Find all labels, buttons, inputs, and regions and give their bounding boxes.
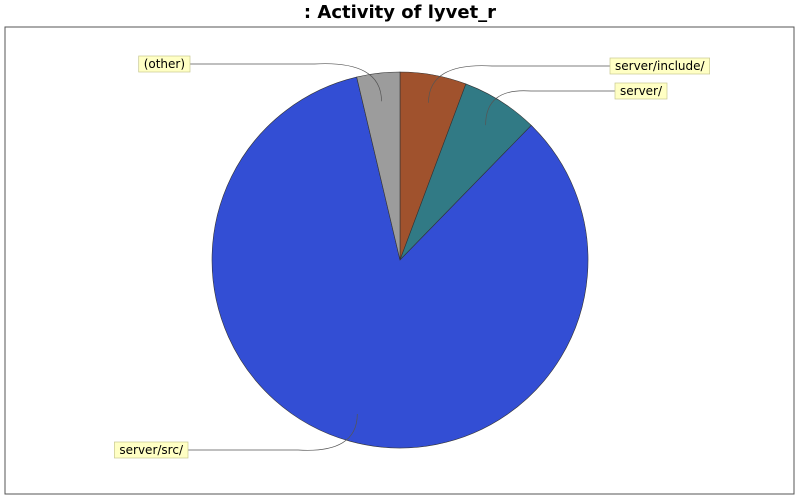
slice-label-box [614,82,668,100]
leader-line [428,65,610,103]
slice-labels: server/include/server/server/src/ (other) [114,55,710,459]
slice-label-text: server/src/ [119,443,184,457]
slice-label-box [138,55,191,73]
slice-label-text: server/include/ [615,59,706,73]
pie-slice-server-src [211,76,589,449]
slice-label: server/src/ [114,441,189,459]
label-leaders [188,63,615,451]
leader-line [485,90,615,126]
slice-label-box [114,441,189,459]
chart-title: : Activity of lyvet_r [303,2,497,23]
pie-slice-other [356,71,401,261]
slice-label: server/include/ [609,57,710,75]
pie-slices [211,71,589,449]
slice-label: server/ [614,82,668,100]
slice-label-text: server/ [620,84,663,98]
slice-label-text: (other) [144,57,185,71]
slice-label-box [609,57,710,75]
leader-line [190,63,382,102]
slice-label: (other) [138,55,191,73]
leader-line [188,413,358,451]
